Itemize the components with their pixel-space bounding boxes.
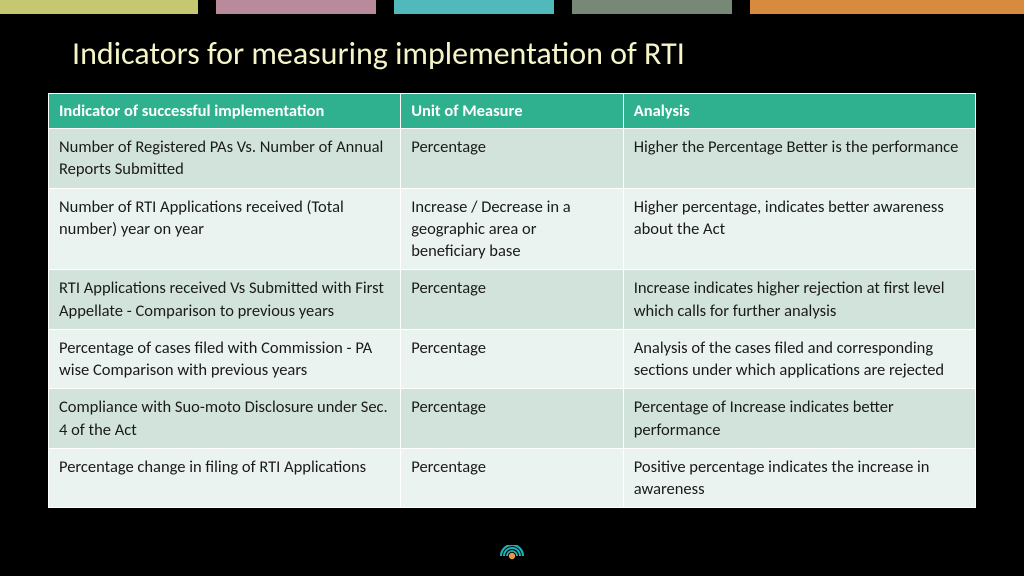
table-row: RTI Applications received Vs Submitted w…: [49, 270, 976, 330]
table-body: Number of Registered PAs Vs. Number of A…: [49, 129, 976, 508]
table-cell: RTI Applications received Vs Submitted w…: [49, 270, 401, 330]
indicators-table: Indicator of successful implementation U…: [48, 93, 976, 508]
table-cell: Number of Registered PAs Vs. Number of A…: [49, 129, 401, 189]
table-cell: Higher percentage, indicates better awar…: [623, 188, 975, 270]
stripe-segment: [376, 0, 394, 14]
table-row: Compliance with Suo-moto Disclosure unde…: [49, 389, 976, 449]
table-row: Percentage change in filing of RTI Appli…: [49, 448, 976, 508]
table-cell: Increase / Decrease in a geographic area…: [401, 188, 623, 270]
indicators-table-wrap: Indicator of successful implementation U…: [0, 93, 1024, 508]
table-cell: Percentage: [401, 448, 623, 508]
table-row: Number of RTI Applications received (Tot…: [49, 188, 976, 270]
table-cell: Analysis of the cases filed and correspo…: [623, 329, 975, 389]
stripe-segment: [554, 0, 572, 14]
table-cell: Percentage: [401, 389, 623, 449]
table-row: Percentage of cases filed with Commissio…: [49, 329, 976, 389]
stripe-segment: [750, 0, 1024, 14]
stripe-segment: [732, 0, 750, 14]
table-header-row: Indicator of successful implementation U…: [49, 94, 976, 129]
top-stripe-bar: [0, 0, 1024, 14]
table-cell: Number of RTI Applications received (Tot…: [49, 188, 401, 270]
stripe-segment: [572, 0, 732, 14]
table-cell: Increase indicates higher rejection at f…: [623, 270, 975, 330]
stripe-segment: [0, 0, 198, 14]
table-cell: Percentage of cases filed with Commissio…: [49, 329, 401, 389]
table-cell: Percentage of Increase indicates better …: [623, 389, 975, 449]
table-cell: Percentage: [401, 270, 623, 330]
stripe-segment: [394, 0, 554, 14]
col-header-indicator: Indicator of successful implementation: [49, 94, 401, 129]
table-row: Number of Registered PAs Vs. Number of A…: [49, 129, 976, 189]
footer-logo-icon: [495, 545, 529, 572]
table-cell: Positive percentage indicates the increa…: [623, 448, 975, 508]
table-cell: Higher the Percentage Better is the perf…: [623, 129, 975, 189]
stripe-segment: [198, 0, 216, 14]
page-title: Indicators for measuring implementation …: [0, 14, 1024, 93]
col-header-analysis: Analysis: [623, 94, 975, 129]
table-cell: Percentage: [401, 329, 623, 389]
table-cell: Percentage change in filing of RTI Appli…: [49, 448, 401, 508]
col-header-unit: Unit of Measure: [401, 94, 623, 129]
table-cell: Percentage: [401, 129, 623, 189]
table-cell: Compliance with Suo-moto Disclosure unde…: [49, 389, 401, 449]
stripe-segment: [216, 0, 376, 14]
